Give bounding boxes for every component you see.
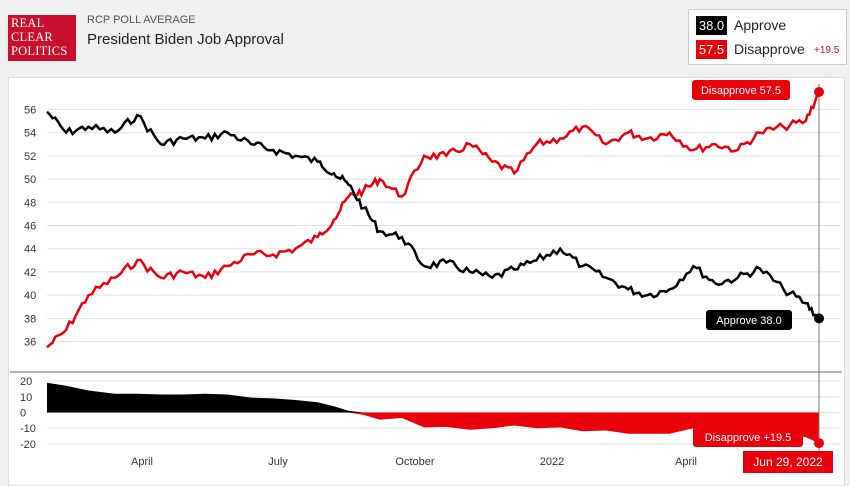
spread-y-tick-label: 20 [20,376,32,388]
y-tick-label: 56 [24,104,36,116]
x-tick-label: October [395,456,434,468]
x-tick-label: July [268,456,288,468]
rcp-logo[interactable]: REAL CLEAR POLITICS [8,15,76,61]
spread-y-tick-label: -10 [20,423,36,435]
spread-end-marker[interactable] [814,438,824,449]
disapprove-line[interactable] [46,91,821,349]
approve-line[interactable] [46,110,821,320]
spread-negative-area [47,412,819,444]
y-tick-label: 46 [24,221,36,233]
chart-legend: 38.0 Approve 57.5 Disapprove +19.5 [688,9,847,65]
y-tick-label: 48 [24,197,36,209]
y-tick-label: 36 [24,337,36,349]
y-tick-label: 44 [24,244,36,256]
disapprove-callout-text: Disapprove 57.5 [701,85,781,97]
page-title: President Biden Job Approval [87,31,284,48]
spread-callout: Disapprove +19.5 [693,427,803,447]
spread-callout-text: Disapprove +19.5 [705,432,792,444]
spread-y-tick-label: -20 [20,439,36,451]
y-tick-label: 40 [24,290,36,302]
approve-end-marker[interactable] [814,313,824,324]
date-callout: Jun 29, 2022 [743,451,833,473]
x-tick-label: April [131,456,153,468]
logo-line-2: CLEAR [11,30,53,44]
date-callout-text: Jun 29, 2022 [753,455,823,469]
poll-average-label: RCP POLL AVERAGE [87,14,196,26]
legend-disapprove-value: 57.5 [696,40,727,59]
y-tick-label: 54 [24,128,36,140]
approve-callout: Approve 38.0 [706,310,792,330]
logo-line-3: POLITICS [11,44,68,58]
legend-approve-value: 38.0 [696,16,727,35]
disapprove-callout: Disapprove 57.5 [692,80,790,100]
y-tick-label: 52 [24,151,36,163]
disapprove-end-marker[interactable] [814,87,824,97]
y-tick-label: 42 [24,267,36,279]
spread-y-tick-label: 0 [20,408,26,420]
spread-y-tick-label: 10 [20,392,32,404]
x-tick-label: April [675,456,697,468]
x-tick-label: 2022 [540,456,564,468]
approve-callout-text: Approve 38.0 [716,315,781,327]
legend-approve-label: Approve [734,17,787,33]
legend-spread: +19.5 [814,45,840,56]
spread-positive-area [47,382,819,413]
legend-disapprove-label: Disapprove [734,41,805,57]
y-tick-label: 38 [24,313,36,325]
y-tick-label: 50 [24,174,36,186]
logo-line-1: REAL [11,16,45,30]
